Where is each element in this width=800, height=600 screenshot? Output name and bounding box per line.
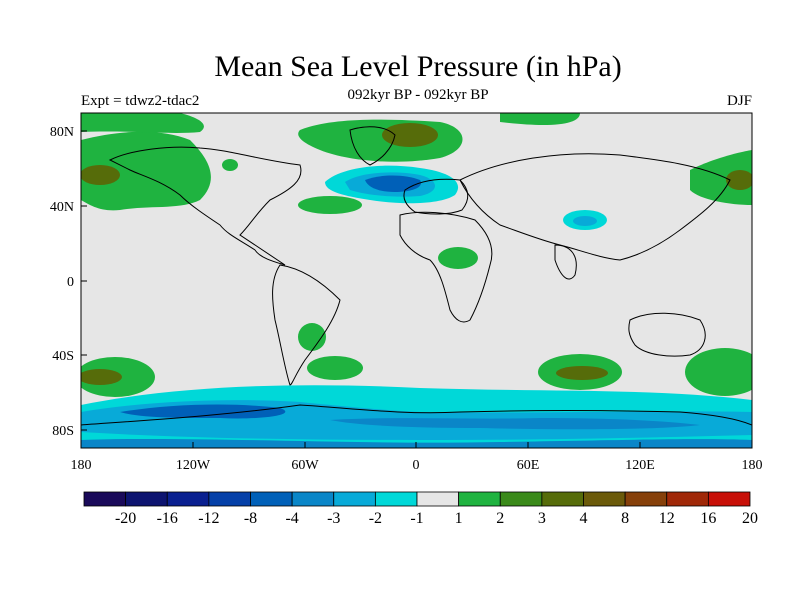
- lon-tick-180e: 180: [742, 458, 763, 473]
- colorbar-swatch: [499, 491, 543, 507]
- colorbar-swatch: [624, 491, 668, 507]
- colorbar-swatch: [291, 491, 335, 507]
- colorbar-swatch: [666, 491, 709, 507]
- north-pacific-high-w: [81, 131, 211, 211]
- colorbar-swatch: [374, 491, 418, 507]
- south-pacific-high-w-core: [81, 369, 122, 385]
- colorbar-swatch: [83, 491, 127, 507]
- north-america-high: [222, 159, 238, 171]
- colorbar-label: 8: [621, 510, 629, 527]
- colorbar-label: -3: [327, 510, 340, 527]
- colorbar-swatch: [583, 491, 626, 507]
- colorbar-label: 2: [496, 510, 504, 527]
- arctic-high-e: [500, 113, 580, 125]
- colorbar-label: -12: [198, 510, 219, 527]
- antarctic-low-4: [330, 418, 700, 430]
- lat-tick-40s: 40S: [52, 349, 74, 364]
- lon-ticks: 180 120W 60W 0 60E 120E 180: [71, 442, 763, 473]
- colorbar-label: -1: [410, 510, 423, 527]
- coastlines: [81, 126, 752, 426]
- colorbar-label: 1: [455, 510, 463, 527]
- north-pacific-high-e: [690, 150, 752, 205]
- lon-tick-0: 0: [413, 458, 420, 473]
- tasman-high: [685, 348, 752, 396]
- colorbar-swatch: [125, 491, 168, 507]
- lat-tick-80s: 80S: [52, 424, 74, 439]
- icelandic-low-3: [365, 175, 421, 192]
- colorbar-label: 12: [659, 510, 675, 527]
- colorbar-swatch: [250, 491, 293, 507]
- asia-low-2: [573, 216, 597, 226]
- lon-tick-60e: 60E: [517, 458, 540, 473]
- lon-tick-60w: 60W: [291, 458, 319, 473]
- season-label: DJF: [726, 93, 752, 109]
- chart-subtitle: 092kyr BP - 092kyr BP: [347, 87, 489, 103]
- colorbar-label: -4: [285, 510, 298, 527]
- chart-title: Mean Sea Level Pressure (in hPa): [214, 50, 622, 83]
- colorbar-label: -20: [115, 510, 136, 527]
- indian-ocean-high-core: [556, 366, 608, 380]
- lon-tick-120e: 120E: [625, 458, 655, 473]
- south-atlantic-high: [307, 356, 363, 380]
- mid-atlantic-high: [298, 196, 362, 214]
- colorbar-swatch: [458, 491, 501, 507]
- colorbar-label: 16: [700, 510, 716, 527]
- colorbar-swatch: [166, 491, 210, 507]
- map-panel: [81, 113, 752, 448]
- experiment-label: Expt = tdwz2-tdac2: [81, 93, 200, 109]
- greenland-high-core: [382, 123, 438, 147]
- lat-ticks: 80N 40N 0 40S 80S: [50, 125, 87, 439]
- colorbar-label: -8: [244, 510, 257, 527]
- lat-tick-40n: 40N: [50, 200, 74, 215]
- north-pacific-high-e-core: [726, 170, 752, 190]
- colorbar-swatch: [333, 491, 376, 507]
- colorbar-label: -2: [369, 510, 382, 527]
- north-pacific-high-core: [81, 165, 120, 185]
- lat-tick-80n: 80N: [50, 125, 74, 140]
- colorbar-swatch: [416, 491, 460, 507]
- lon-tick-120w: 120W: [176, 458, 211, 473]
- colorbar-label: -16: [157, 510, 178, 527]
- colorbar-swatch: [707, 491, 751, 507]
- colorbar-swatch: [541, 491, 584, 507]
- lat-tick-0: 0: [67, 275, 74, 290]
- colorbar-label: 3: [538, 510, 546, 527]
- colorbar-label: 20: [742, 510, 758, 527]
- arctic-high-w: [81, 113, 204, 133]
- africa-high: [438, 247, 478, 269]
- lon-tick-180w: 180: [71, 458, 92, 473]
- south-america-high: [298, 323, 326, 351]
- colorbar-swatch: [208, 491, 251, 507]
- colorbar: -20 -16 -12 -8 -4 -3 -2 -1 1 2 3 4 8 12 16 20: [83, 491, 758, 527]
- antarctic-low-3: [120, 404, 286, 419]
- colorbar-label: 4: [580, 510, 588, 527]
